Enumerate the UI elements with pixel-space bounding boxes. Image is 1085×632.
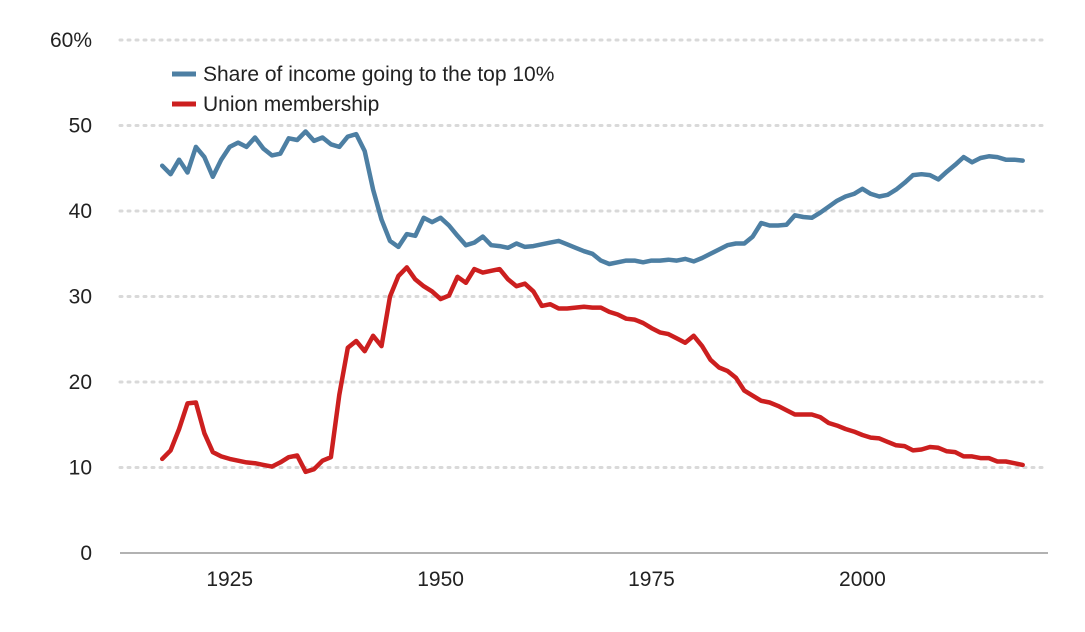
y-tick-label-30: 30 [69, 286, 92, 309]
legend: Share of income going to the top 10% Uni… [172, 63, 554, 116]
y-tick-label-40: 40 [69, 200, 92, 223]
legend-entry-top10[interactable]: Share of income going to the top 10% [172, 63, 554, 86]
y-tick-label-20: 20 [69, 371, 92, 394]
x-axis-tick-labels: 1925 1950 1975 2000 [206, 568, 885, 591]
y-axis-tick-labels: 0 10 20 30 40 50 60% [50, 29, 92, 565]
series-line-top10-share [159, 129, 1025, 267]
x-tick-label-1950: 1950 [417, 568, 464, 591]
x-tick-label-1925: 1925 [206, 568, 253, 591]
y-tick-label-60: 60% [50, 29, 92, 52]
series-lines [159, 129, 1025, 475]
legend-label-top10: Share of income going to the top 10% [203, 63, 554, 86]
x-tick-label-1975: 1975 [628, 568, 675, 591]
legend-entry-union[interactable]: Union membership [172, 93, 379, 116]
y-tick-label-0: 0 [80, 542, 92, 565]
y-tick-label-10: 10 [69, 457, 92, 480]
gridlines [118, 38, 1050, 469]
series-line-union-membership [159, 265, 1025, 475]
x-tick-label-2000: 2000 [839, 568, 886, 591]
y-tick-label-50: 50 [69, 115, 92, 138]
legend-label-union: Union membership [203, 93, 379, 116]
